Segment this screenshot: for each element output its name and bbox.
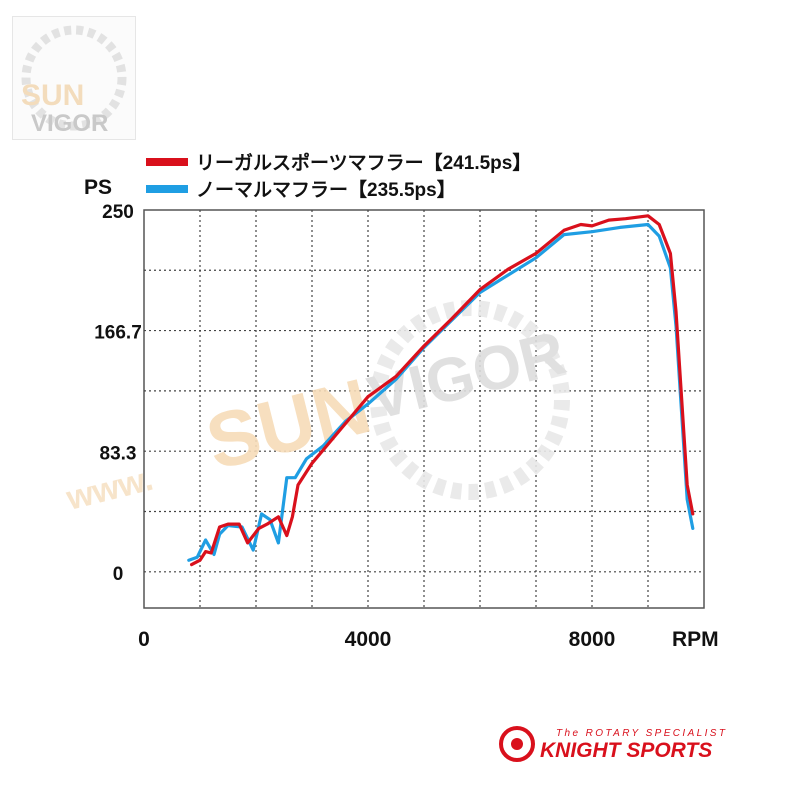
- legend: リーガルスポーツマフラー【241.5ps】ノーマルマフラー【235.5ps】: [146, 151, 531, 201]
- x-tick-label: 0: [138, 628, 150, 651]
- y-tick-label: 0: [113, 564, 124, 585]
- axis-ticks: 250 166.7 83.3 0 0 4000 8000: [94, 202, 615, 651]
- series-line-1: [187, 222, 695, 562]
- y-tick-label: 83.3: [100, 443, 137, 464]
- x-axis-title: RPM: [672, 628, 719, 651]
- knight-sports-logo: The ROTARY SPECIALIST KNIGHT SPORTS: [499, 726, 727, 762]
- grid: [144, 210, 704, 608]
- x-tick-label: 8000: [569, 628, 616, 651]
- gear-watermark-icon: [21, 25, 127, 131]
- corner-watermark: SUN VIGOR: [12, 16, 136, 140]
- series-lines: [187, 214, 695, 567]
- legend-swatch-1: [146, 185, 188, 193]
- legend-label-1: ノーマルマフラー【235.5ps】: [196, 178, 456, 201]
- brand-name: KNIGHT SPORTS: [540, 739, 712, 762]
- y-tick-label: 166.7: [94, 323, 142, 344]
- rotary-logo-core-icon: [511, 738, 523, 750]
- watermark-sun-text: SUN: [21, 79, 84, 112]
- rotary-logo-icon: [499, 726, 535, 762]
- watermark-www-text: www.: [62, 460, 157, 518]
- gear-watermark-icon: [370, 300, 570, 500]
- legend-swatch-0: [146, 158, 188, 166]
- x-tick-label: 4000: [345, 628, 392, 651]
- y-tick-label: 250: [102, 202, 134, 223]
- y-axis-title: PS: [84, 176, 112, 199]
- legend-label-0: リーガルスポーツマフラー【241.5ps】: [196, 151, 531, 174]
- series-line-0: [190, 214, 695, 567]
- watermark-vigor-text: VIGOR: [31, 110, 108, 137]
- brand-tagline: The ROTARY SPECIALIST: [556, 728, 727, 739]
